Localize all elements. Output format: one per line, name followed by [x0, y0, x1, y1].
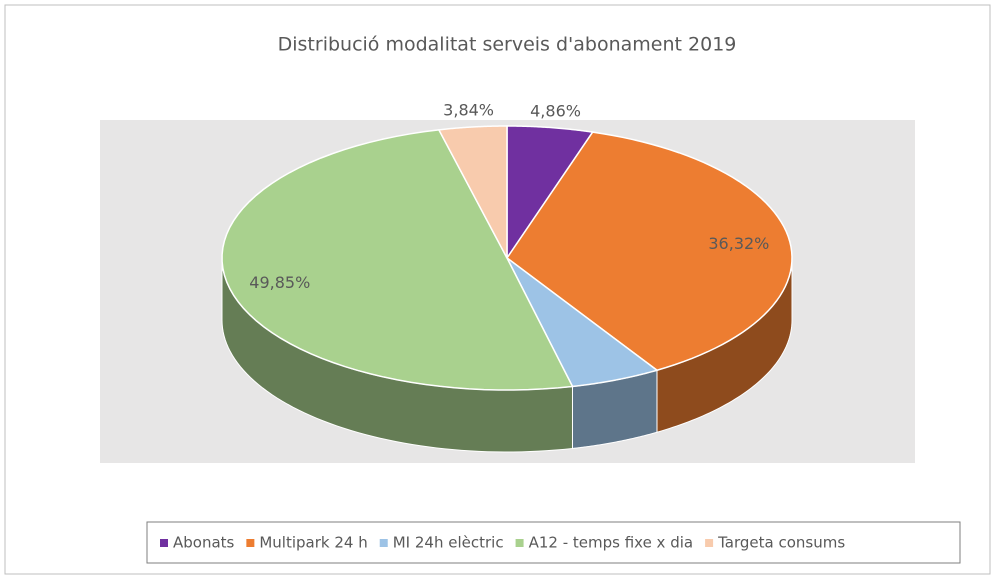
- slice: [506, 257, 659, 388]
- legend-marker: [515, 539, 524, 547]
- data-label: 49,85%: [249, 273, 310, 292]
- legend-label: MI 24h elèctric: [393, 534, 504, 552]
- slice: [506, 125, 594, 261]
- data-label: 4,86%: [530, 101, 581, 120]
- slice: [437, 125, 508, 259]
- legend-label: Abonats: [173, 534, 235, 552]
- legend-marker: [246, 539, 255, 547]
- legend-label: Multipark 24 h: [259, 534, 367, 552]
- data-label: 3,84%: [443, 101, 494, 120]
- legend-marker: [160, 539, 168, 547]
- chart-title: Distribució modalitat serveis d'abonamen…: [278, 34, 737, 56]
- legend-marker: [379, 539, 388, 547]
- legend-label: A12 - temps fixe x dia: [529, 534, 694, 552]
- legend-label: Targeta consums: [717, 534, 845, 552]
- slice: [221, 129, 574, 391]
- data-label: 36,32%: [708, 234, 769, 253]
- legend-marker: [705, 539, 714, 547]
- legend-box: [146, 521, 961, 564]
